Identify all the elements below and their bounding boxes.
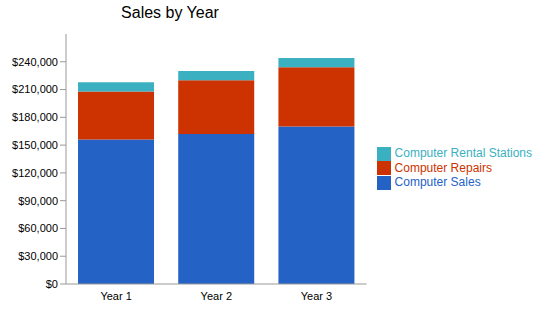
svg-text:Year 1: Year 1 [100,290,131,302]
svg-text:$60,000: $60,000 [18,222,58,234]
svg-text:$120,000: $120,000 [12,167,58,179]
svg-text:Year 2: Year 2 [201,290,232,302]
svg-text:$240,000: $240,000 [12,56,58,68]
html-text:Computer Rental Stations: Computer Rental Stations [394,145,532,160]
svg-text:$0: $0 [46,278,58,290]
svg-text:$90,000: $90,000 [18,195,58,207]
svg-text:$210,000: $210,000 [12,83,58,95]
html-text:Sales by Year: Sales by Year [121,4,219,21]
svg-text:$150,000: $150,000 [12,139,58,151]
svg-text:$180,000: $180,000 [12,111,58,123]
svg-text:$30,000: $30,000 [18,250,58,262]
html-text:Computer Repairs: Computer Repairs [394,160,492,175]
svg-text:Year 3: Year 3 [301,290,332,302]
html-text:Computer Sales: Computer Sales [394,175,481,190]
